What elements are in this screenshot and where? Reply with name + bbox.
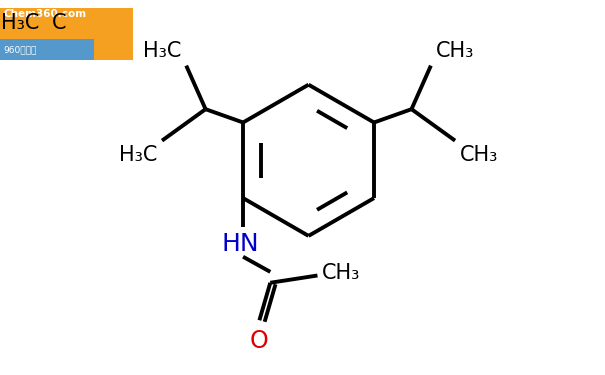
Text: HN: HN [221,232,259,256]
Text: CH₃: CH₃ [460,146,499,165]
FancyBboxPatch shape [0,8,133,60]
Text: CH₃: CH₃ [322,263,361,283]
Text: 960化工网: 960化工网 [3,46,36,55]
Text: H₃C: H₃C [143,41,182,61]
FancyBboxPatch shape [0,39,94,60]
Text: O: O [250,329,269,353]
Text: CH₃: CH₃ [436,41,474,61]
Text: H₃C: H₃C [119,146,157,165]
Text: H₃C: H₃C [1,13,39,33]
Text: C: C [51,13,66,33]
Text: Chem360.com: Chem360.com [3,9,87,20]
